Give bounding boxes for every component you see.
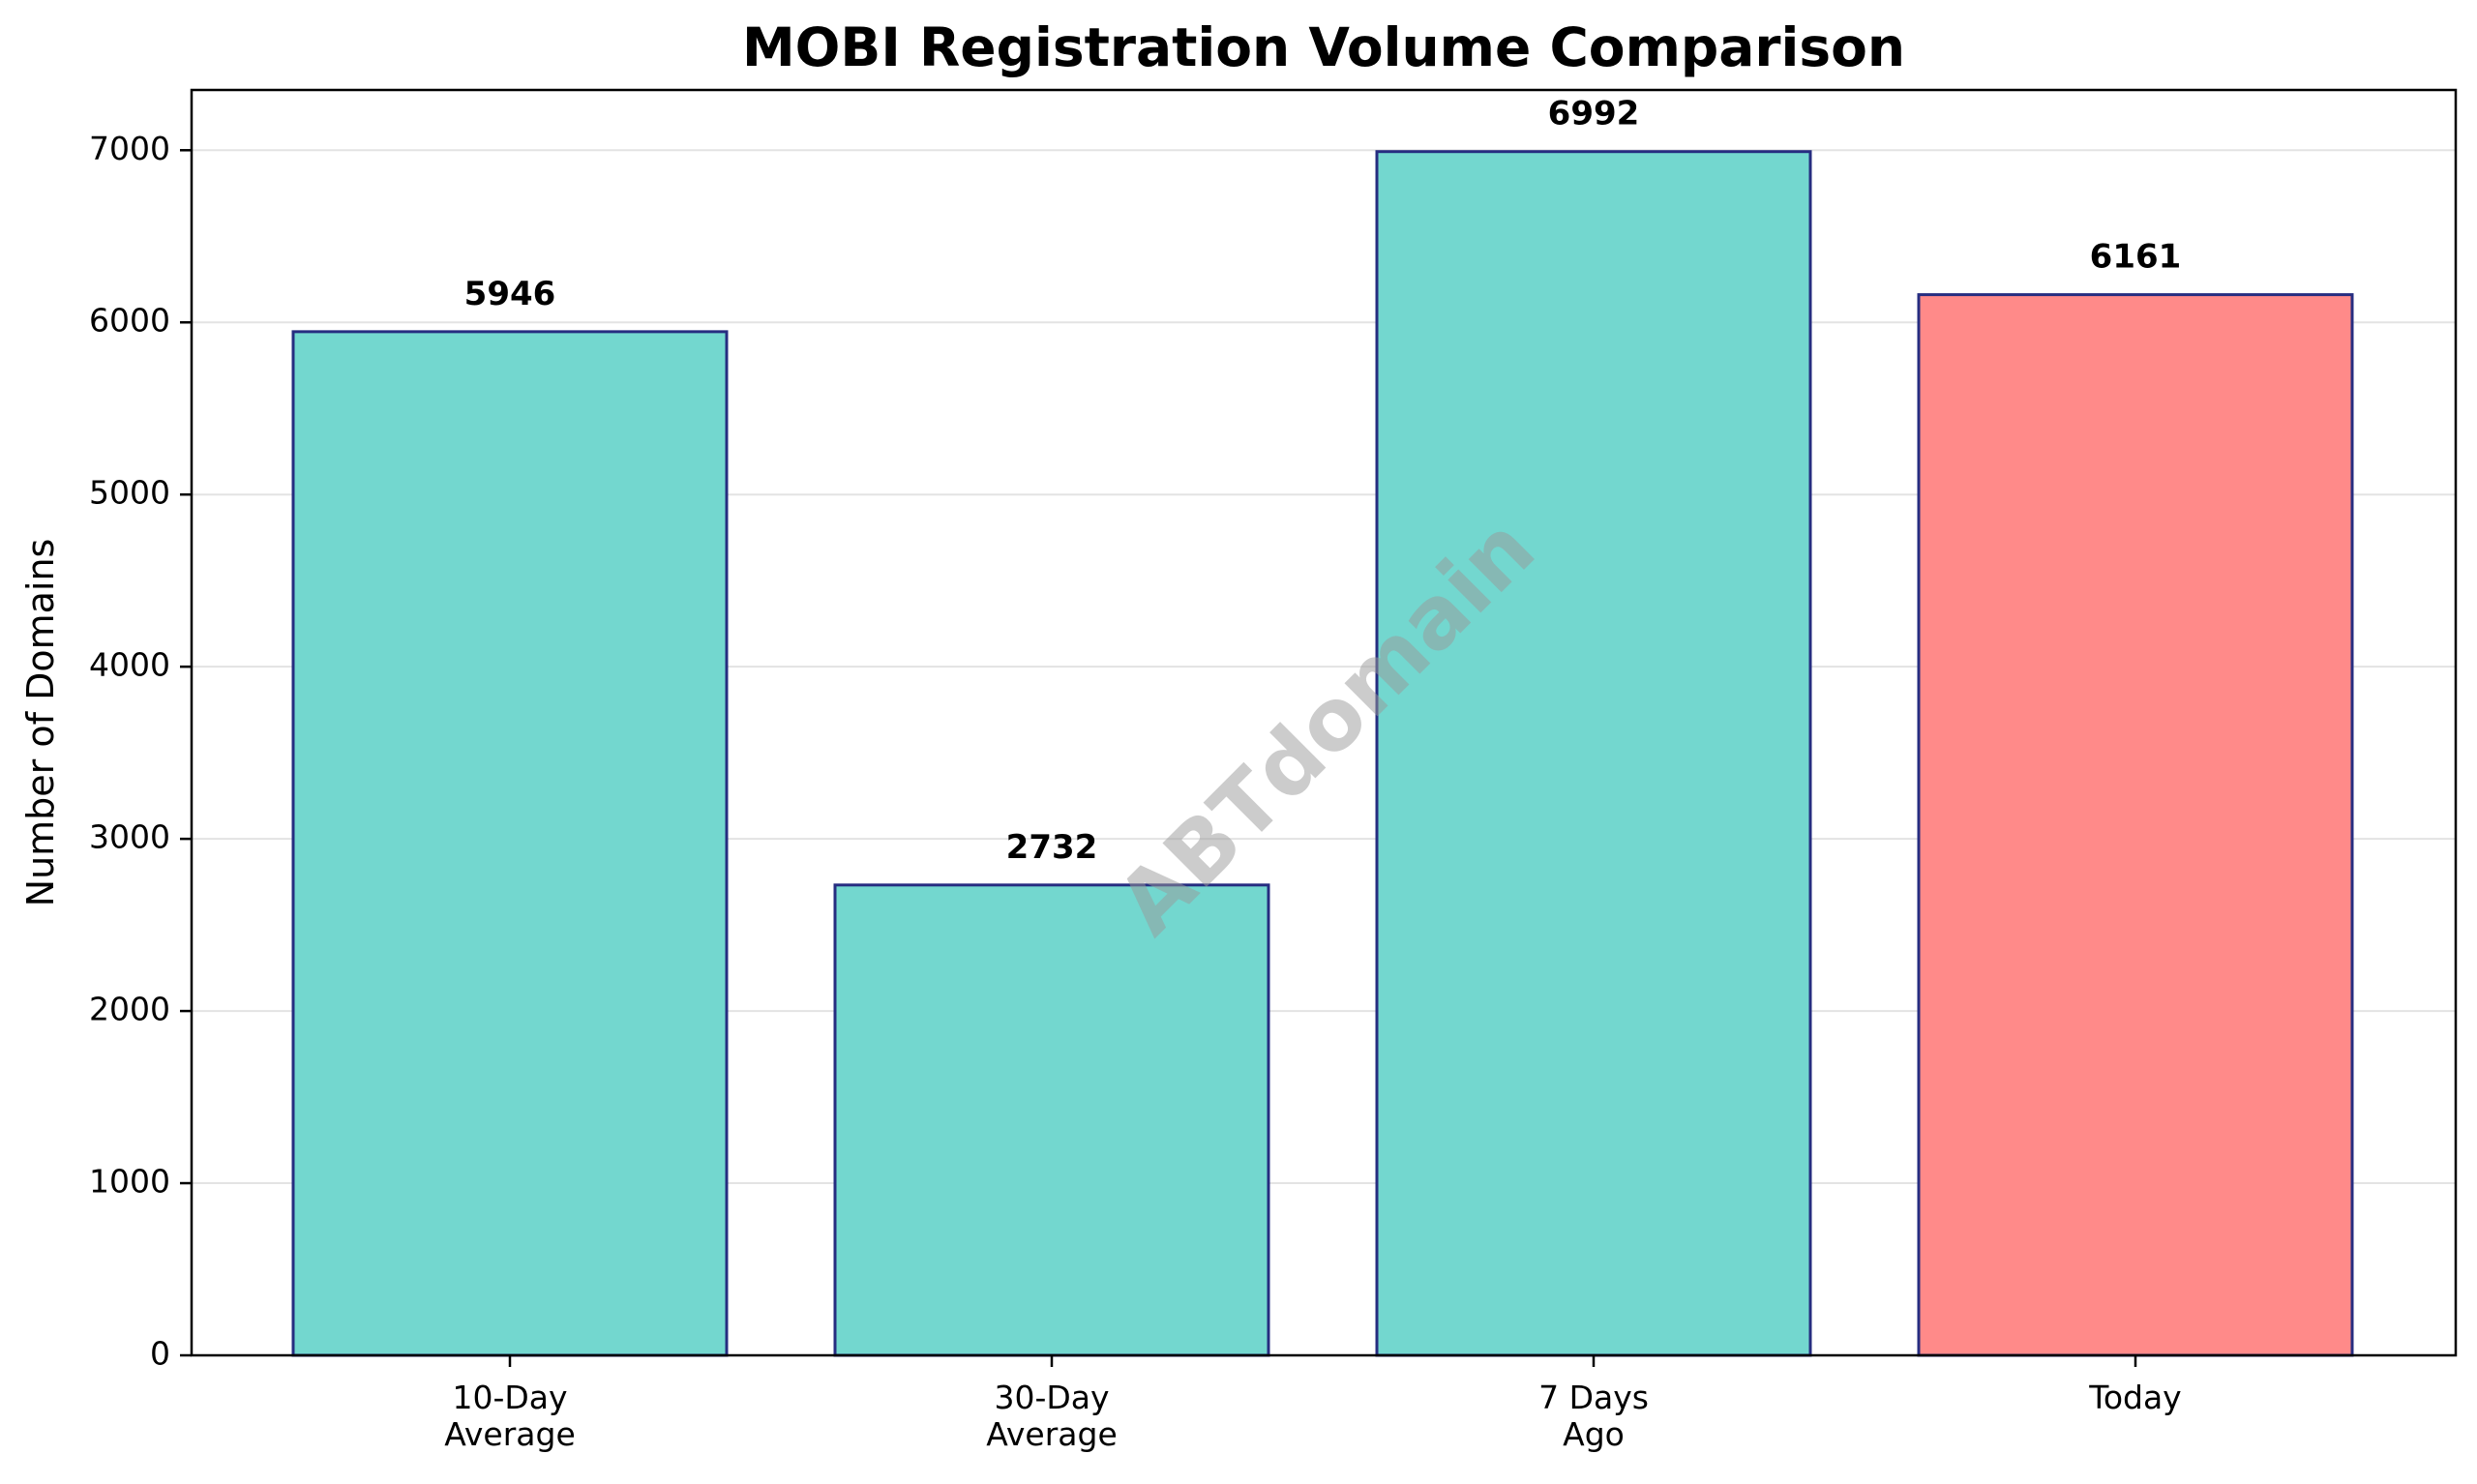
y-tick-label-4000: 4000 <box>89 646 170 684</box>
y-axis-ticks: 0 1000 2000 3000 4000 5000 6000 7000 <box>89 130 192 1373</box>
x-tick-label-1-1: Average <box>986 1415 1118 1453</box>
x-tick-label-2-1: Ago <box>1563 1415 1625 1453</box>
y-tick-label-5000: 5000 <box>89 474 170 512</box>
data-label-3: 6161 <box>2090 238 2182 277</box>
y-tick-label-7000: 7000 <box>89 130 170 167</box>
data-label-2: 6992 <box>1548 95 1640 134</box>
x-tick-label-2-0: 7 Days <box>1538 1379 1649 1416</box>
y-axis-label: Number of Domains <box>19 539 62 907</box>
data-label-1: 2732 <box>1006 828 1098 867</box>
bar-2 <box>1375 150 1812 1357</box>
plot-area-frame <box>190 88 2458 1357</box>
y-tick-label-6000: 6000 <box>89 302 170 340</box>
y-tick-label-3000: 3000 <box>89 818 170 856</box>
data-labels: 5946 2732 6992 6161 <box>464 95 2182 867</box>
x-tick-label-0-0: 10-Day <box>452 1379 567 1416</box>
bar-0 <box>291 330 729 1357</box>
y-tick-label-2000: 2000 <box>89 991 170 1028</box>
y-tick-label-1000: 1000 <box>89 1163 170 1201</box>
chart-title: MOBI Registration Volume Comparison <box>742 16 1905 78</box>
x-tick-label-1-0: 30-Day <box>994 1379 1109 1416</box>
y-tick-label-0: 0 <box>150 1335 170 1373</box>
bar-1 <box>833 883 1270 1357</box>
x-tick-label-3-0: Today <box>2088 1379 2181 1416</box>
bars <box>291 150 2354 1357</box>
x-tick-label-0-1: Average <box>444 1415 576 1453</box>
data-label-0: 5946 <box>464 275 556 313</box>
bar-3 <box>1917 293 2354 1357</box>
